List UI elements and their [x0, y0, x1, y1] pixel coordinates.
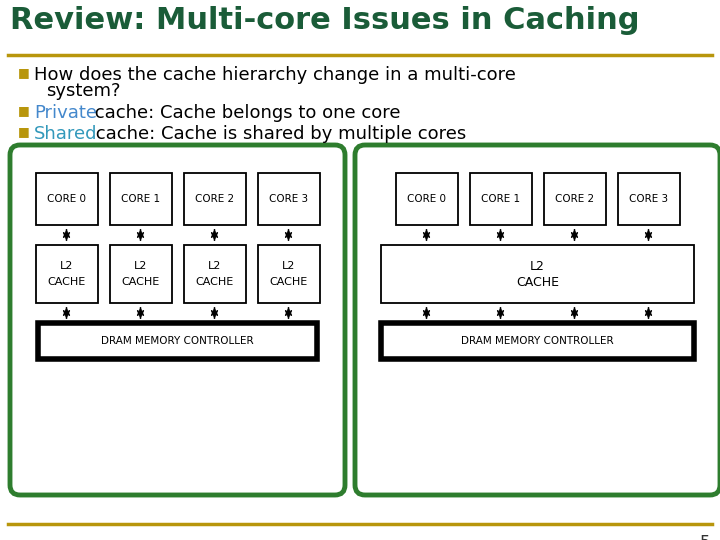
Bar: [381, 245, 694, 303]
Text: 5: 5: [700, 534, 710, 540]
Bar: [35, 245, 97, 303]
Bar: [184, 173, 246, 225]
Text: CORE 0: CORE 0: [47, 194, 86, 204]
Text: CORE 0: CORE 0: [407, 194, 446, 204]
Text: How does the cache hierarchy change in a multi-core: How does the cache hierarchy change in a…: [34, 66, 516, 84]
Text: CACHE: CACHE: [195, 277, 233, 287]
Text: L2: L2: [282, 261, 295, 271]
Text: CACHE: CACHE: [122, 277, 160, 287]
Text: L2: L2: [134, 261, 147, 271]
Bar: [544, 173, 606, 225]
Bar: [258, 245, 320, 303]
Text: L2: L2: [530, 260, 545, 273]
Text: CORE 2: CORE 2: [555, 194, 594, 204]
Bar: [38, 323, 317, 359]
Text: ■: ■: [18, 125, 30, 138]
Text: L2: L2: [60, 261, 73, 271]
Text: Shared: Shared: [34, 125, 97, 143]
Text: CORE 1: CORE 1: [121, 194, 160, 204]
Text: Private: Private: [34, 104, 97, 122]
Bar: [109, 173, 171, 225]
Text: ■: ■: [18, 104, 30, 117]
Text: cache: Cache belongs to one core: cache: Cache belongs to one core: [89, 104, 400, 122]
Text: CORE 2: CORE 2: [195, 194, 234, 204]
Text: ■: ■: [18, 66, 30, 79]
Text: Review: Multi-core Issues in Caching: Review: Multi-core Issues in Caching: [10, 6, 639, 35]
Bar: [381, 323, 694, 359]
Text: L2: L2: [208, 261, 221, 271]
Bar: [184, 245, 246, 303]
Text: CORE 1: CORE 1: [481, 194, 520, 204]
Text: CACHE: CACHE: [48, 277, 86, 287]
Bar: [258, 173, 320, 225]
Text: CORE 3: CORE 3: [629, 194, 668, 204]
Bar: [618, 173, 680, 225]
Text: CACHE: CACHE: [516, 275, 559, 288]
Text: CORE 3: CORE 3: [269, 194, 308, 204]
Text: DRAM MEMORY CONTROLLER: DRAM MEMORY CONTROLLER: [102, 336, 254, 346]
Text: CACHE: CACHE: [269, 277, 307, 287]
Text: system?: system?: [46, 82, 120, 100]
FancyBboxPatch shape: [10, 145, 345, 495]
Bar: [395, 173, 457, 225]
Text: cache: Cache is shared by multiple cores: cache: Cache is shared by multiple cores: [90, 125, 467, 143]
Text: DRAM MEMORY CONTROLLER: DRAM MEMORY CONTROLLER: [462, 336, 614, 346]
Bar: [35, 173, 97, 225]
Bar: [469, 173, 531, 225]
Bar: [109, 245, 171, 303]
FancyBboxPatch shape: [355, 145, 720, 495]
